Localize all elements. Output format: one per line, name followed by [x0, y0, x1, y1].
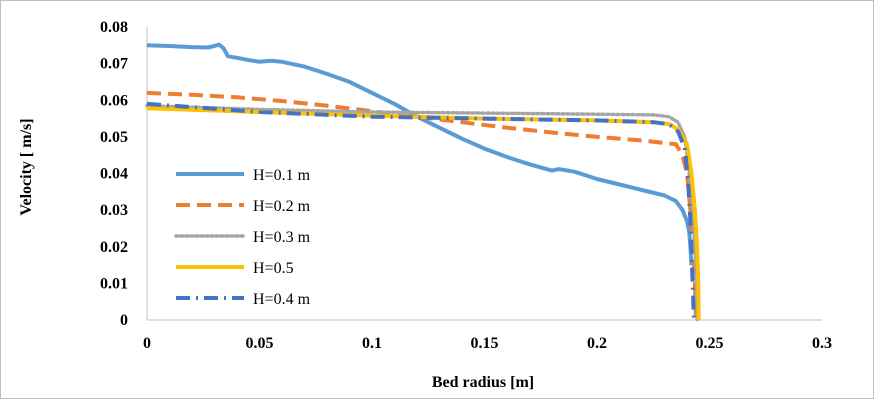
legend-label: H=0.5: [253, 260, 294, 277]
x-tick-label: 0.1: [362, 335, 382, 352]
x-tick-label: 0.05: [246, 335, 274, 352]
y-tick-label: 0.07: [100, 56, 128, 73]
x-tick-label: 0.2: [587, 335, 607, 352]
y-tick-label: 0.01: [100, 275, 128, 292]
series-layer: [145, 42, 701, 322]
y-tick-label: 0.06: [100, 92, 128, 109]
x-tick-label: 0.25: [696, 335, 724, 352]
y-tick-label: 0.02: [100, 239, 128, 256]
y-tick-label: 0.03: [100, 202, 128, 219]
x-axis-title: Bed radius [m]: [432, 374, 534, 391]
y-tick-label: 0: [120, 312, 128, 329]
legend-item: H=0.4 m: [176, 291, 311, 308]
x-tick-label: 0.15: [471, 335, 499, 352]
x-tick-label: 0: [143, 335, 151, 352]
legend-item: H=0.3 m: [174, 229, 311, 246]
legend-item: H=0.5: [176, 260, 294, 277]
legend-item: H=0.2 m: [176, 198, 311, 215]
legend-label: H=0.1 m: [253, 167, 311, 184]
legend-label: H=0.2 m: [253, 198, 311, 215]
legend-label: H=0.4 m: [253, 291, 311, 308]
y-tick-label: 0.04: [100, 166, 128, 183]
y-tick-label: 0.08: [100, 19, 128, 36]
legend-label: H=0.3 m: [253, 229, 311, 246]
y-tick-label: 0.05: [100, 129, 128, 146]
series-line-1: [146, 42, 694, 266]
legend-item: H=0.1 m: [176, 167, 311, 184]
series-line-3: [145, 103, 699, 322]
y-axis-title: Velocity [ m/s]: [18, 118, 35, 215]
legend: H=0.1 m H=0.2 m H=0.3 m H=0.5 H=0.4 m: [174, 167, 311, 308]
axes: 0 0.05 0.1 0.15 0.2 0.25 0.3 0 0.01 0.02 0.03 0.04 0…: [100, 19, 832, 352]
x-tick-label: 0.3: [812, 335, 832, 352]
series-line-2: [146, 90, 698, 321]
series-line-5: [146, 101, 696, 321]
